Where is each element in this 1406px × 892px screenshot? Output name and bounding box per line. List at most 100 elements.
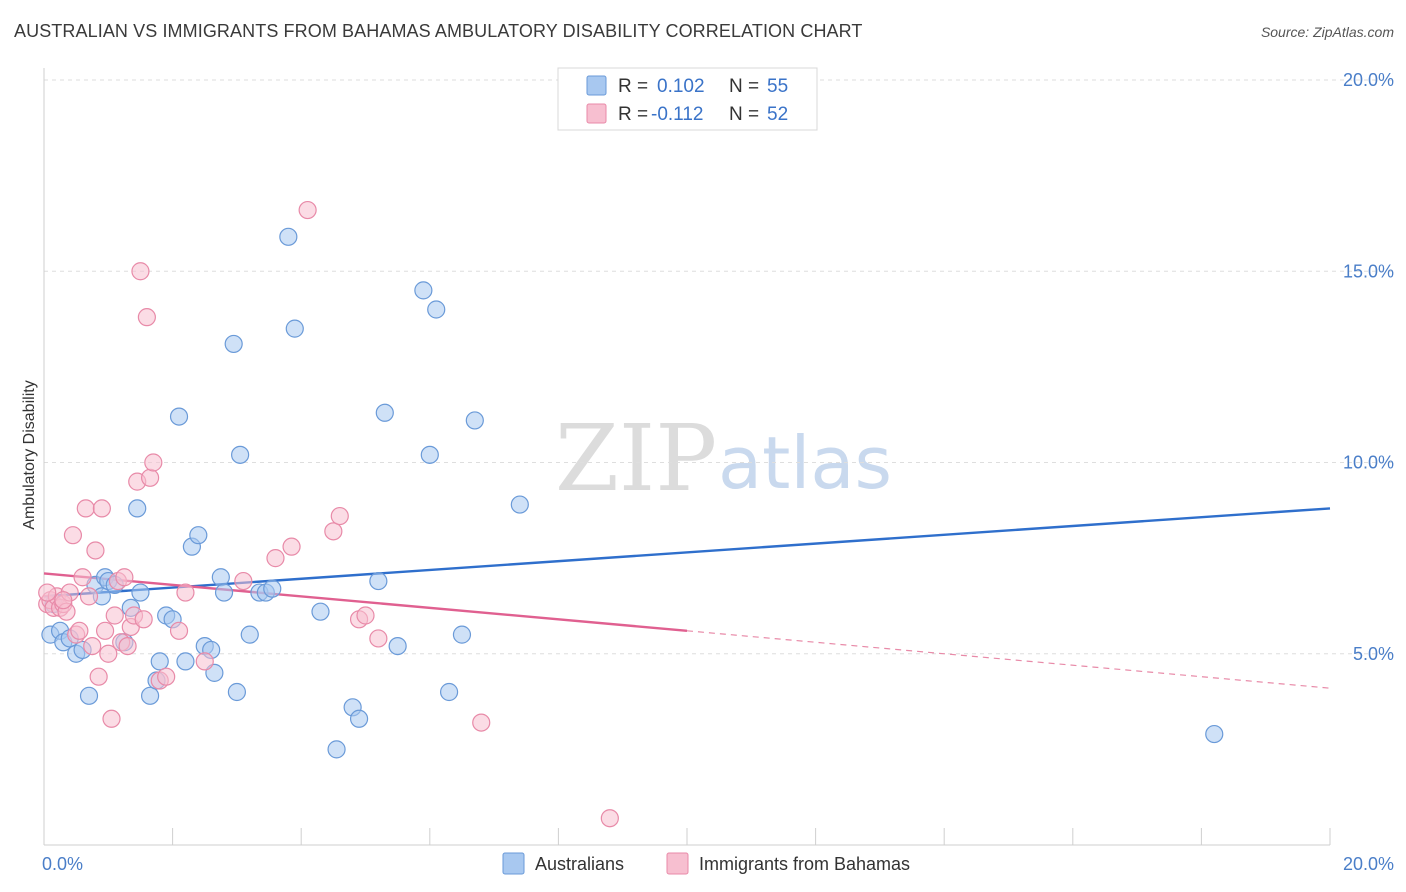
point-bahamas [169, 621, 189, 640]
point-australians [439, 682, 459, 702]
point-australians [189, 526, 208, 545]
source-label: Source: ZipAtlas.com [1260, 24, 1394, 40]
point-australians [131, 583, 150, 602]
point-bahamas [369, 629, 388, 648]
point-australians [150, 652, 169, 671]
point-australians [427, 300, 446, 319]
legend-r-label: R = [618, 104, 648, 125]
point-australians [327, 740, 346, 759]
point-bahamas [298, 200, 317, 220]
point-australians [452, 625, 472, 644]
point-bahamas [92, 499, 111, 518]
point-australians [169, 407, 189, 426]
legend-swatch-australians [586, 75, 607, 96]
point-australians [140, 686, 160, 705]
point-australians [263, 579, 282, 598]
point-bahamas [118, 636, 137, 656]
point-australians [128, 499, 147, 518]
point-australians [214, 583, 234, 602]
point-australians [311, 602, 330, 621]
chart-title: AUSTRALIAN VS IMMIGRANTS FROM BAHAMAS AM… [14, 21, 863, 41]
point-australians [1205, 724, 1224, 744]
legend-r-label: R = [618, 76, 648, 97]
top-legend: R = 0.102 N = 55 R = -0.112 N = 52 [557, 67, 818, 131]
point-australians [285, 319, 304, 338]
y-tick-label: 10.0% [1343, 453, 1394, 473]
watermark-zip: ZIP [555, 405, 717, 512]
grid-lines [44, 79, 1395, 655]
legend-n-value: 52 [767, 104, 788, 125]
point-bahamas [86, 541, 105, 560]
y-tick-label: 20.0% [1343, 70, 1394, 90]
bottom-legend-label-australians: Australians [535, 854, 624, 874]
point-bahamas [176, 583, 195, 602]
point-australians [224, 334, 243, 354]
legend-n-label: N = [729, 76, 759, 97]
point-bahamas [63, 526, 83, 545]
point-bahamas [324, 522, 343, 541]
point-australians [349, 709, 369, 728]
point-bahamas [195, 652, 214, 671]
point-bahamas [89, 667, 108, 686]
point-australians [227, 682, 246, 702]
point-bahamas [76, 499, 95, 518]
point-australians [388, 636, 407, 656]
data-points [38, 200, 1224, 828]
point-australians [510, 495, 529, 514]
point-australians [211, 568, 230, 587]
point-bahamas [105, 606, 124, 625]
point-australians [414, 281, 433, 300]
point-bahamas [234, 571, 253, 591]
point-australians [465, 411, 484, 430]
point-bahamas [282, 537, 301, 556]
trend-line-bahamas [43, 572, 688, 632]
point-bahamas [472, 713, 491, 732]
watermark: ZIP atlas [555, 405, 892, 512]
point-bahamas [38, 583, 57, 602]
bottom-legend-swatch-bahamas [666, 852, 689, 875]
trend-lines [43, 507, 1331, 689]
point-australians [375, 403, 394, 422]
point-bahamas [134, 610, 153, 629]
y-tick-label: 5.0% [1353, 644, 1394, 664]
point-bahamas [330, 506, 349, 526]
point-bahamas [54, 591, 73, 610]
legend-r-value: -0.112 [651, 104, 703, 125]
point-bahamas [70, 621, 89, 640]
y-tick-labels: 5.0% 10.0% 15.0% 20.0% [1343, 70, 1394, 664]
trend-line-australians [43, 507, 1331, 598]
trend-line-bahamas-extrapolated [686, 630, 1331, 689]
point-bahamas [131, 262, 150, 281]
point-bahamas [115, 568, 134, 587]
y-axis-label: Ambulatory Disability [21, 380, 38, 529]
x-tick-label: 0.0% [42, 854, 83, 874]
point-bahamas [79, 587, 99, 606]
legend-swatch-bahamas [586, 103, 607, 124]
point-bahamas [95, 621, 115, 640]
x-tick-label: 20.0% [1343, 854, 1394, 874]
point-australians [420, 445, 439, 464]
point-bahamas [137, 308, 156, 327]
y-tick-label: 15.0% [1343, 261, 1394, 281]
point-australians [176, 652, 195, 671]
point-bahamas [266, 549, 285, 568]
point-australians [240, 625, 259, 644]
point-australians [369, 571, 388, 591]
point-australians [279, 227, 298, 246]
bottom-legend-swatch-australians [502, 852, 525, 875]
point-bahamas [600, 809, 619, 828]
point-australians [79, 686, 99, 705]
legend-r-value: 0.102 [657, 76, 705, 97]
point-bahamas [356, 606, 375, 625]
bottom-legend-label-bahamas: Immigrants from Bahamas [699, 854, 910, 874]
legend-n-label: N = [729, 104, 759, 125]
axes [43, 68, 1331, 846]
point-bahamas [73, 568, 92, 587]
point-bahamas [144, 453, 163, 472]
point-bahamas [99, 644, 118, 663]
bottom-legend: Australians Immigrants from Bahamas [502, 852, 910, 875]
x-tick-labels: 0.0% 20.0% [42, 854, 1394, 874]
point-bahamas [157, 667, 176, 686]
point-bahamas [140, 468, 160, 487]
